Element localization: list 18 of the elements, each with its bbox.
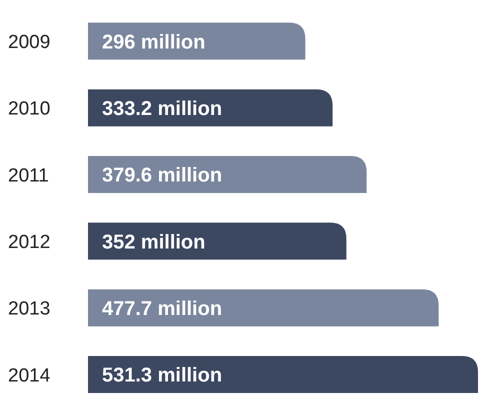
data-label: 296 million [102,31,206,54]
data-label: 531.3 million [102,364,222,387]
bar [88,156,367,193]
data-label: 333.2 million [102,98,222,120]
y-tick-label: 2011 [8,165,49,186]
bar [88,22,306,60]
bar [88,89,333,126]
y-tick-label: 2012 [8,232,50,254]
y-tick-label: 2010 [8,98,50,120]
y-tick-label: 2013 [8,298,50,320]
bar [88,222,346,260]
y-tick-label: 2009 [8,32,50,54]
data-label: 379.6 million [102,164,222,187]
bar [88,356,478,393]
bar [88,289,439,326]
data-label: 352 million [102,231,206,254]
y-tick-label: 2014 [8,365,51,386]
data-label: 477.7 million [102,298,222,320]
